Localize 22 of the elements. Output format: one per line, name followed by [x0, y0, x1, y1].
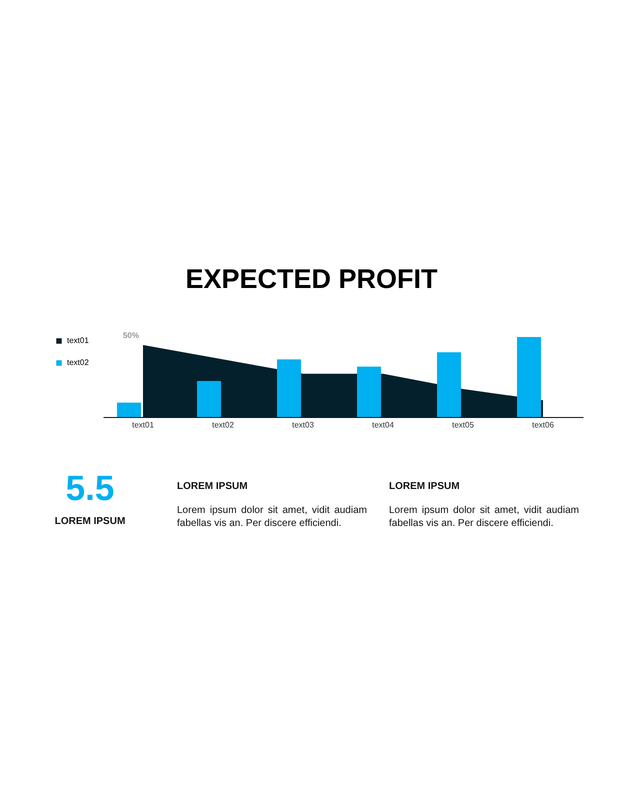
x-tick-label: text02 — [212, 420, 234, 430]
bar — [197, 381, 221, 417]
text: LOREM IPSUM — [177, 480, 249, 493]
legend-label: text02 — [67, 358, 90, 367]
bar — [277, 359, 301, 417]
text: Lorem ipsum dolor sit amet, vidit audiam fabellas vis an. Per discere efficiendi. — [177, 504, 367, 530]
x-tick-label: text04 — [372, 420, 394, 430]
bar — [357, 366, 381, 417]
x-tick-label: text03 — [292, 420, 314, 430]
text: LOREM IPSUM — [54, 515, 126, 528]
text: 5.5 — [64, 468, 116, 510]
bar — [117, 402, 141, 417]
text: Lorem ipsum dolor sit amet, vidit audiam fabellas vis an. Per discere efficiendi. — [389, 504, 579, 530]
text: LOREM IPSUM — [389, 480, 461, 493]
bar — [437, 352, 461, 417]
bar — [517, 337, 541, 417]
annotation: 50% — [122, 331, 139, 340]
chart-title: EXPECTED PROFIT — [184, 264, 439, 295]
legend-label: text01 — [67, 336, 90, 345]
x-tick-label: text01 — [132, 420, 154, 430]
x-tick-label: text05 — [452, 420, 474, 430]
x-tick-label: text06 — [532, 420, 554, 430]
